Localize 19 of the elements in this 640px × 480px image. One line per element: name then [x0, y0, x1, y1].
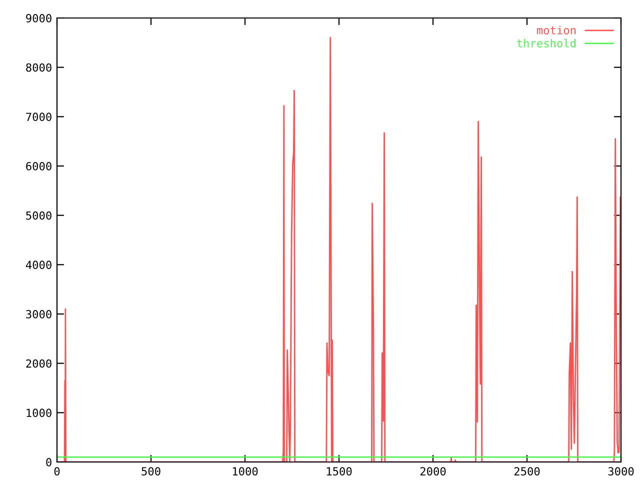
y-tick-label: 8000 — [26, 63, 52, 72]
y-tick-label: 0 — [46, 458, 52, 466]
y-tick-label: 3000 — [26, 310, 52, 318]
x-tick-label: 2500 — [514, 467, 540, 476]
x-tick-label: 1500 — [326, 467, 352, 476]
x-tick-label: 500 — [142, 467, 160, 476]
legend-label: motion — [537, 26, 576, 34]
x-tick-label: 1000 — [232, 467, 258, 476]
y-tick-label: 9000 — [26, 14, 52, 22]
x-tick-label: 3000 — [608, 467, 634, 476]
y-tick-label: 1000 — [26, 408, 52, 418]
x-tick-label: 0 — [54, 467, 60, 476]
legend-label: threshold — [517, 38, 576, 48]
y-tick-label: 5000 — [26, 211, 52, 220]
y-tick-label: 2000 — [26, 359, 52, 368]
y-tick-label: 6000 — [26, 162, 52, 170]
y-tick-label: 7000 — [26, 112, 52, 122]
x-tick-label: 2000 — [420, 467, 446, 476]
y-tick-label: 4000 — [26, 260, 52, 270]
